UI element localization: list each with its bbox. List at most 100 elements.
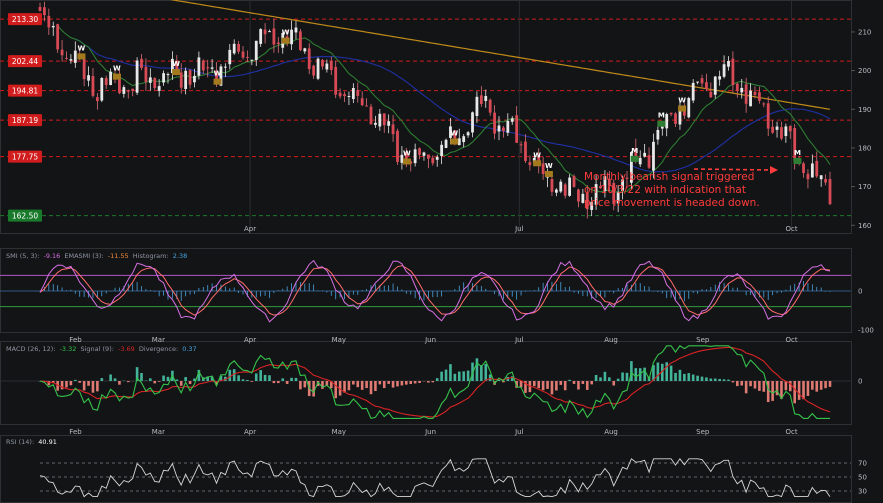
level-badge: [8, 209, 42, 222]
smi-month-label: Oct: [785, 336, 797, 344]
macd-hist-bar: [109, 374, 112, 381]
candle-body: [647, 155, 651, 168]
signal-flag: [281, 37, 290, 44]
candle-body: [519, 144, 523, 146]
candle-body: [431, 157, 435, 164]
macd-hist-bar: [687, 373, 691, 381]
candle-body: [700, 78, 704, 84]
price-pane-frame: [0, 0, 852, 234]
annotation-text: Monthly bearish signal triggered on 10/3…: [584, 171, 760, 209]
macd-hist-bar: [290, 377, 293, 381]
candle-body: [219, 66, 223, 86]
candle-body: [687, 98, 691, 118]
macd-hist-bar: [51, 381, 55, 383]
macd-hist-bar: [700, 376, 704, 381]
candle-body: [435, 157, 439, 160]
macd-hist-bar: [453, 373, 457, 381]
candle-body: [56, 24, 60, 50]
macd-hist-bar: [378, 381, 382, 385]
level-label: 187.19: [12, 116, 38, 125]
macd-hist-bar: [391, 381, 395, 388]
candle-body: [73, 50, 77, 63]
macd-hist-bar: [162, 375, 165, 381]
macd-hist-bar: [753, 381, 757, 389]
candle-body: [426, 154, 430, 159]
macd-hist-bar: [277, 381, 280, 384]
candle-body: [69, 59, 73, 61]
macd-hist-bar: [585, 381, 589, 390]
macd-hist-bar: [612, 381, 616, 386]
candle-body: [510, 118, 514, 122]
signal-flag: [533, 160, 542, 167]
candle-body: [223, 66, 227, 68]
macd-hist-bar: [352, 381, 355, 385]
macd-hist-bar: [149, 378, 152, 381]
level-badge: [8, 13, 42, 26]
rsi-value: 40.91: [38, 438, 57, 446]
macd-hist-bar: [541, 381, 545, 391]
candle-body: [665, 114, 669, 129]
candle-body: [528, 162, 532, 166]
macd-hist-bar: [69, 381, 73, 386]
macd-hist-bar: [343, 381, 346, 393]
candle-body: [479, 95, 483, 104]
price-y-tick-label: 200: [858, 67, 871, 75]
candle-body: [329, 61, 333, 70]
signal-flag: [793, 158, 802, 165]
candle-body: [550, 178, 554, 192]
candle-body: [378, 113, 382, 127]
annotation-line-1: Monthly bearish signal triggered: [584, 171, 754, 183]
candle-body: [484, 96, 488, 102]
macd-hist-bar: [811, 381, 814, 390]
candle-body: [819, 175, 823, 180]
macd-hist-bar: [665, 362, 669, 381]
macd-month-label: Mar: [152, 428, 165, 436]
smi-value: -9.16: [43, 252, 60, 260]
smi-ema-line: [39, 265, 831, 316]
signal-marker: W: [213, 70, 222, 85]
macd-hist-bar: [396, 381, 399, 387]
macd-header: MACD (26, 12): -3.32 Signal (9): -3.69 D…: [6, 345, 197, 353]
candle-body: [179, 72, 183, 88]
macd-pane-frame: [0, 341, 852, 425]
macd-hist-bar: [784, 381, 788, 391]
candle-body: [210, 67, 214, 69]
candle-body: [815, 160, 819, 177]
candle-body: [652, 141, 655, 171]
signal-flag: [402, 158, 411, 165]
candle-body: [585, 193, 589, 210]
signal-letter: M: [658, 112, 665, 120]
smi-month-label: Jun: [424, 336, 436, 344]
candle-body: [497, 125, 501, 132]
smi-header: SMI (5, 3): -9.16 EMASMI (3): -11.55 His…: [6, 252, 187, 260]
macd-hist-bar: [374, 381, 377, 391]
macd-hist-bar: [87, 381, 90, 386]
signal-flag: [213, 78, 222, 85]
candle-body: [418, 148, 421, 155]
signal-letter: W: [403, 150, 411, 158]
macd-hist-bar: [365, 381, 368, 389]
macd-hist-bar: [775, 381, 779, 396]
ma-slow-line: [169, 0, 831, 110]
candle-body: [201, 60, 205, 71]
macd-hist-bar: [329, 381, 333, 389]
candle-body: [581, 193, 585, 203]
ema-smi-value: -11.55: [108, 252, 129, 260]
signal-letter: W: [214, 70, 222, 78]
macd-hist-bar: [96, 381, 99, 392]
candle-body: [259, 29, 263, 44]
candle-body: [91, 76, 95, 96]
macd-div-value: 0.37: [182, 345, 196, 353]
macd-hist-bar: [563, 381, 567, 391]
rsi-y-tick-label: 50: [858, 474, 867, 482]
macd-hist-bar: [524, 381, 527, 393]
candle-body: [788, 126, 792, 132]
candle-body: [312, 65, 316, 76]
candle-body: [104, 78, 108, 86]
level-badge: [8, 150, 42, 163]
candle-body: [621, 179, 624, 191]
candle-body: [188, 70, 192, 85]
candle-body: [193, 75, 196, 83]
candle-body: [643, 152, 647, 157]
